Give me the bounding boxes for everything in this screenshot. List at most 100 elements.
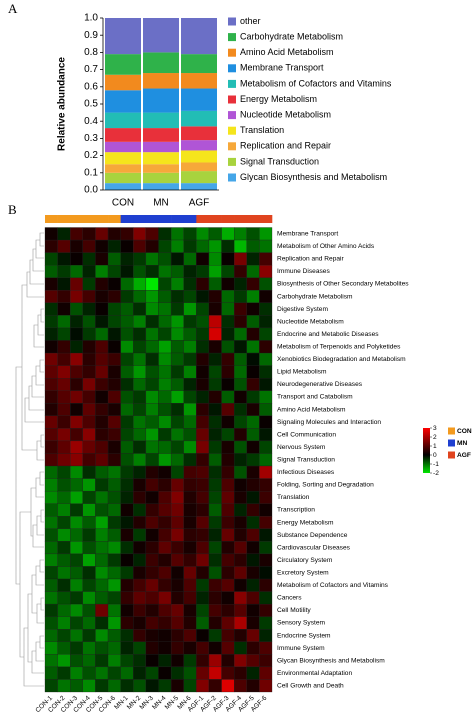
heatmap-cell <box>158 528 172 542</box>
heatmap-cell <box>44 428 58 442</box>
y-tick-label: 0.2 <box>84 150 98 161</box>
heatmap-cell <box>158 654 172 668</box>
heatmap-cell <box>221 239 235 253</box>
heatmap-cell <box>259 679 273 693</box>
bar-segment <box>105 128 141 142</box>
heatmap-cell <box>120 578 134 592</box>
bar-segment <box>143 141 179 153</box>
bar-segment <box>181 140 217 151</box>
heatmap-cell <box>170 679 184 693</box>
heatmap-cell <box>158 629 172 642</box>
row-label: Transport and Catabolism <box>277 394 353 401</box>
heatmap-cell <box>208 465 222 479</box>
bar-segment <box>143 73 179 89</box>
heatmap-cell <box>107 428 121 442</box>
heatmap-cell <box>145 377 159 391</box>
heatmap-cell <box>170 616 184 630</box>
legend-label: Nucleotide Metabolism <box>240 109 331 119</box>
heatmap-cell <box>183 390 197 404</box>
heatmap-cell <box>120 503 134 517</box>
heatmap-cell <box>107 541 121 555</box>
heatmap-cell <box>70 390 83 404</box>
bar-segment <box>105 141 141 153</box>
heatmap-cell <box>70 290 83 303</box>
heatmap-cell <box>170 265 184 278</box>
heatmap-cell <box>95 315 109 329</box>
heatmap-cell <box>107 528 121 542</box>
panel-label: A <box>8 1 18 16</box>
heatmap-cell <box>95 403 109 416</box>
heatmap-cell <box>145 528 159 542</box>
heatmap-cell <box>107 478 121 492</box>
heatmap-cell <box>183 239 197 253</box>
group-bar <box>171 215 185 223</box>
heatmap-cell <box>107 352 121 366</box>
heatmap-cell <box>82 578 96 592</box>
y-tick-label: 0.7 <box>84 64 98 75</box>
heatmap-cell <box>107 591 121 605</box>
heatmap-cell <box>44 629 58 642</box>
heatmap-cell <box>183 265 197 278</box>
heatmap-cell <box>95 528 109 542</box>
heatmap-cell <box>133 679 147 693</box>
row-label: Immune System <box>277 645 325 652</box>
heatmap-cell <box>234 578 247 592</box>
heatmap-cell <box>183 415 197 429</box>
heatmap-cell <box>246 302 260 316</box>
heatmap-cell <box>57 629 71 642</box>
heatmap-cell <box>57 478 71 492</box>
heatmap-cell <box>246 629 260 642</box>
color-tick-label: -2 <box>433 470 439 477</box>
heatmap-cell <box>259 528 273 542</box>
row-label: Membrane Transport <box>277 231 338 238</box>
heatmap-cell <box>145 566 159 580</box>
heatmap-cell <box>221 365 235 379</box>
heatmap-cell <box>133 415 147 429</box>
group-bar <box>70 215 84 223</box>
legend-swatch <box>228 64 236 73</box>
heatmap-cell <box>158 352 172 366</box>
heatmap-cell <box>70 265 83 278</box>
heatmap-cell <box>57 654 71 668</box>
heatmap-cell <box>95 641 109 655</box>
heatmap-cell <box>145 465 159 479</box>
heatmap-cell <box>234 428 247 442</box>
row-label: Folding, Sorting and Degradation <box>277 482 374 489</box>
group-legend-label: CON <box>457 428 472 435</box>
heatmap-cell <box>44 440 58 454</box>
heatmap-cell <box>170 277 184 291</box>
heatmap-cell <box>95 478 109 492</box>
heatmap-cell <box>170 415 184 429</box>
heatmap-cell <box>259 641 273 655</box>
heatmap-cell <box>82 277 96 291</box>
heatmap-cell <box>57 265 71 278</box>
heatmap-cell <box>259 415 273 429</box>
heatmap-cell <box>95 465 109 479</box>
heatmap-cell <box>107 603 121 617</box>
heatmap-cell <box>259 616 273 630</box>
group-bar <box>183 215 197 223</box>
heatmap-cell <box>57 352 71 366</box>
heatmap-cell <box>234 277 247 291</box>
heatmap-cell <box>107 641 121 655</box>
heatmap-cell <box>57 302 71 316</box>
y-tick-label: 0.5 <box>84 99 98 110</box>
heatmap-cell <box>158 578 172 592</box>
heatmap-cell <box>120 641 134 655</box>
color-bar <box>423 428 430 473</box>
heatmap-cell <box>120 516 134 529</box>
heatmap-cell <box>221 403 235 416</box>
legend-swatch <box>228 142 236 151</box>
heatmap-cell <box>208 666 222 680</box>
heatmap-cell <box>234 641 247 655</box>
heatmap-cell <box>196 265 210 278</box>
heatmap-cell <box>208 239 222 253</box>
heatmap-cell <box>133 566 147 580</box>
bar-segment <box>143 164 179 173</box>
heatmap-cell <box>234 516 247 529</box>
group-bar <box>158 215 172 223</box>
heatmap-cell <box>70 403 83 416</box>
heatmap-cell <box>246 654 260 668</box>
bar-segment <box>181 126 217 141</box>
heatmap-cell <box>234 365 247 379</box>
